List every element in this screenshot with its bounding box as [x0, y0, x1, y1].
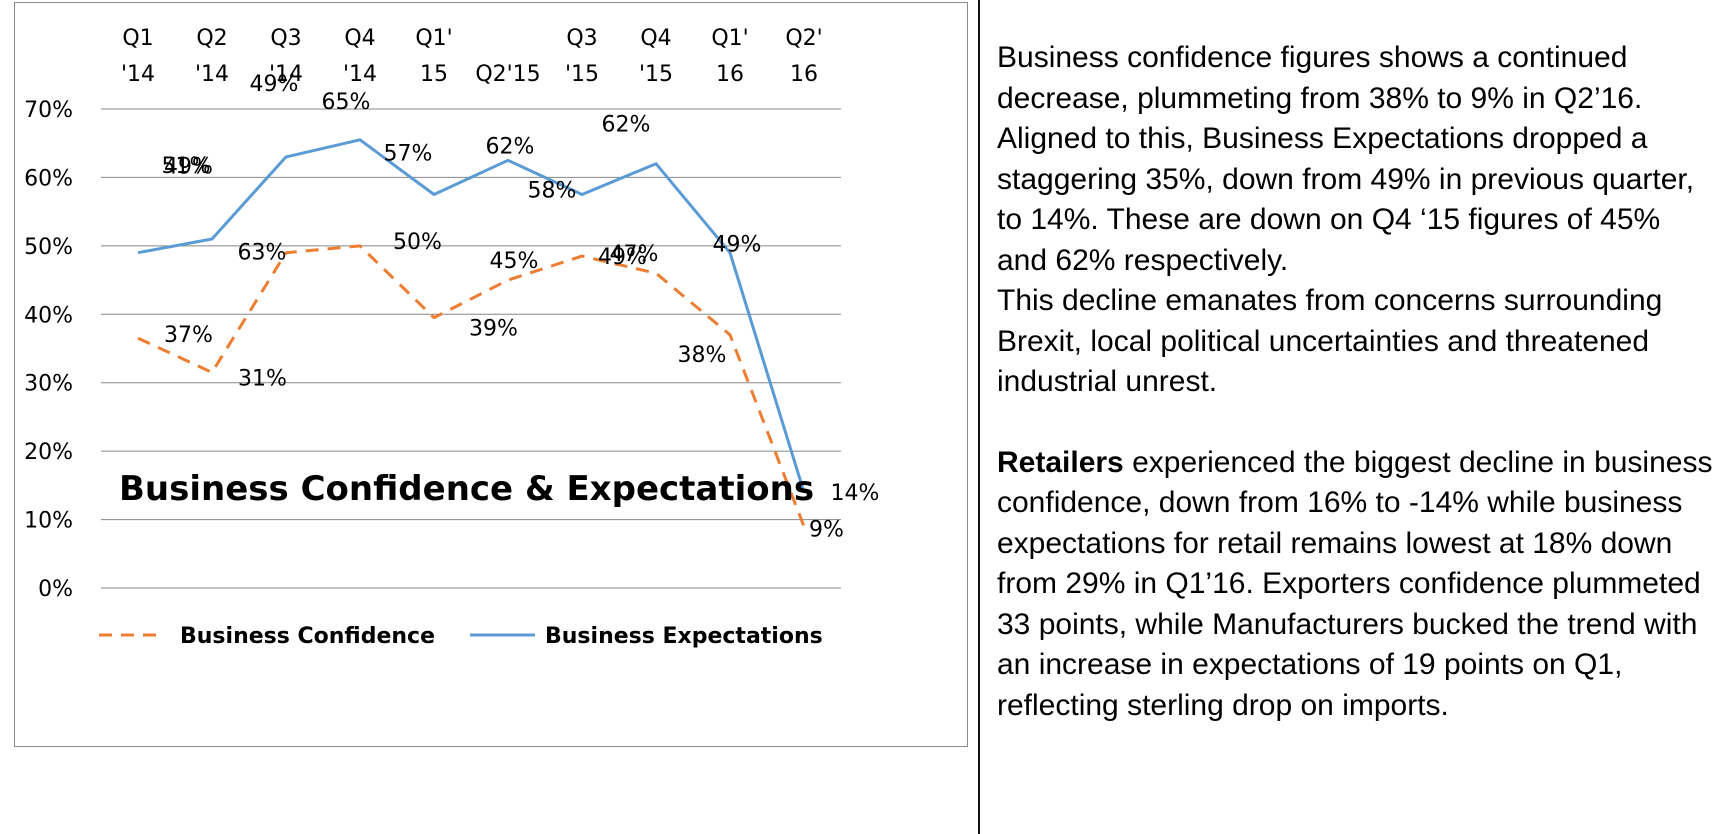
x-tick-label-line2: 16	[790, 62, 818, 87]
commentary-para-3-rest: experienced the biggest decline in busin…	[997, 445, 1713, 722]
y-tick-label: 40%	[24, 303, 73, 328]
y-tick-label: 0%	[38, 577, 73, 602]
x-tick-label-line2: Q2'15	[475, 62, 540, 87]
retailers-label: Retailers	[997, 445, 1124, 479]
data-label-confidence: 37%	[164, 323, 213, 348]
data-label-confidence: 50%	[393, 230, 442, 255]
data-label-expectations: 14%	[831, 481, 880, 506]
y-tick-label: 20%	[24, 440, 73, 465]
data-label-expectations: 65%	[322, 90, 371, 115]
data-label-expectations: 62%	[602, 113, 651, 138]
data-label-confidence: 45%	[490, 249, 539, 274]
x-tick-label-line2: '14	[269, 62, 303, 87]
x-tick-label-line2: '14	[121, 62, 155, 87]
x-tick-label-line2: '14	[343, 62, 377, 87]
paragraph-gap	[997, 403, 1717, 443]
y-tick-label: 70%	[24, 98, 73, 123]
x-tick-label-line1: Q3	[270, 26, 301, 51]
y-tick-label: 50%	[24, 235, 73, 260]
x-tick-label-line2: '15	[639, 62, 673, 87]
commentary-panel: Business confidence figures shows a cont…	[997, 38, 1717, 726]
series-line-business-confidence	[137, 244, 806, 527]
y-tick-label: 60%	[24, 166, 73, 191]
x-tick-label-line2: 15	[420, 62, 448, 87]
data-label-confidence: 63%	[238, 241, 287, 266]
chart-frame: 0% 10% 20% 30% 40% 50% 60% 70% Q1 '14 Q2 '14 Q3 '14 Q4…	[14, 2, 968, 747]
y-tick-label: 30%	[24, 372, 73, 397]
x-tick-label-line1: Q3	[566, 26, 597, 51]
x-tick-label-line1: Q1'	[415, 26, 452, 51]
commentary-para-1: Business confidence figures shows a cont…	[997, 41, 1695, 277]
data-label-confidence: 38%	[678, 343, 727, 368]
x-tick-label-line1: Q4	[640, 26, 671, 51]
series-line-business-expectations	[137, 138, 806, 493]
x-tick-label-line1: Q4	[344, 26, 375, 51]
data-label-expectations: 62%	[486, 134, 535, 159]
data-label-expectations: 49%	[713, 233, 762, 258]
commentary-para-3: Retailers experienced the biggest declin…	[997, 443, 1717, 727]
x-tick-label-line2: '14	[195, 62, 229, 87]
x-tick-label-line2: 16	[716, 62, 744, 87]
legend-label-expectations: Business Expectations	[545, 624, 823, 649]
data-label-confidence: 47%	[610, 242, 659, 267]
data-label-confidence: 9%	[809, 517, 844, 542]
data-label-confidence: 49%	[598, 245, 647, 270]
data-label-confidence: 31%	[238, 366, 287, 391]
x-tick-label-line1: Q1	[122, 26, 153, 51]
data-label-expectations: 49%	[250, 72, 299, 97]
x-tick-label-line1: Q2	[196, 26, 227, 51]
data-label-expectations: 58%	[528, 179, 577, 204]
data-label-expectations: 51%	[162, 154, 211, 179]
panel-divider	[978, 0, 980, 834]
chart-svg: 0% 10% 20% 30% 40% 50% 60% 70% Q1 '14 Q2 '14 Q3 '14 Q4…	[24, 26, 880, 649]
data-label-confidence: 39%	[469, 317, 518, 342]
commentary-para-2: This decline emanates from concerns surr…	[997, 284, 1663, 398]
chart-title: Business Confidence & Expectations	[119, 469, 814, 509]
x-tick-label-line1: Q2'	[785, 26, 822, 51]
data-label-expectations: 49%	[164, 155, 213, 180]
x-tick-label-line2: '15	[565, 62, 599, 87]
legend-label-confidence: Business Confidence	[180, 624, 435, 649]
data-label-expectations: 57%	[384, 142, 433, 167]
y-tick-label: 10%	[24, 509, 73, 534]
x-tick-label-line1: Q1'	[711, 26, 748, 51]
